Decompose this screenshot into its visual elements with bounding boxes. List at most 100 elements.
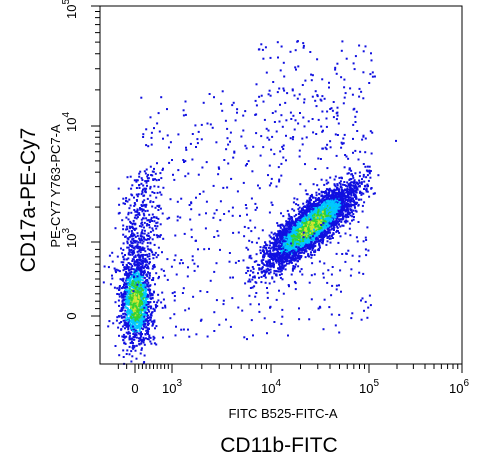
event-dot — [278, 231, 281, 234]
event-dot — [144, 279, 147, 282]
event-dot — [309, 201, 312, 204]
event-dot — [141, 201, 144, 204]
event-dot — [132, 290, 135, 293]
event-dot — [135, 278, 138, 280]
event-dot — [122, 224, 125, 227]
event-dot — [276, 270, 279, 273]
event-dot — [122, 261, 125, 264]
event-dot — [133, 285, 135, 288]
event-dot — [141, 255, 144, 258]
event-dot — [128, 250, 131, 253]
event-dot — [271, 277, 274, 280]
event-dot — [139, 320, 142, 323]
event-dot — [320, 210, 323, 213]
event-dot — [136, 254, 139, 257]
event-dot — [160, 177, 163, 180]
event-dot — [144, 284, 147, 287]
event-dot — [265, 264, 268, 267]
event-dot — [364, 151, 367, 154]
event-dot — [144, 250, 147, 253]
event-dot — [321, 232, 324, 235]
event-dot — [353, 216, 355, 218]
event-dot — [143, 312, 146, 315]
event-dot — [122, 228, 125, 231]
event-dot — [295, 226, 298, 229]
event-dot — [338, 231, 341, 234]
event-dot — [148, 334, 151, 337]
event-dot — [330, 196, 333, 199]
event-dot — [347, 191, 350, 194]
event-dot — [132, 333, 135, 335]
event-dot — [251, 266, 254, 268]
event-dot — [128, 299, 131, 302]
event-dot — [136, 283, 139, 286]
event-dot — [131, 323, 134, 326]
event-dot — [128, 207, 131, 210]
event-dot — [140, 222, 143, 225]
event-dot — [136, 211, 139, 214]
event-dot — [122, 242, 125, 245]
event-dot — [140, 231, 143, 234]
event-dot — [273, 244, 276, 247]
event-dot — [128, 236, 131, 239]
event-dot — [129, 268, 132, 271]
event-dot — [133, 307, 136, 310]
event-dot — [140, 281, 143, 284]
event-dot — [270, 231, 273, 234]
event-dot — [291, 208, 294, 211]
event-dot — [127, 246, 130, 249]
event-dot — [116, 255, 119, 258]
event-dot — [128, 338, 131, 341]
event-dot — [346, 215, 349, 218]
event-dot — [143, 237, 146, 240]
event-dot — [129, 204, 132, 207]
event-dot — [142, 283, 145, 286]
event-dot — [141, 210, 144, 213]
event-dot — [127, 303, 130, 306]
event-dot — [137, 315, 140, 318]
event-dot — [136, 232, 139, 235]
event-dot — [139, 299, 142, 302]
event-dot — [121, 296, 124, 299]
event-dot — [133, 276, 135, 279]
event-dot — [118, 334, 120, 337]
event-dot — [151, 238, 154, 241]
event-dot — [132, 249, 135, 252]
event-dot — [122, 356, 125, 358]
event-dot — [133, 179, 136, 182]
event-dot — [138, 325, 141, 327]
event-dot — [153, 220, 156, 223]
event-dot — [331, 233, 334, 236]
event-dot — [323, 212, 326, 215]
event-dot — [158, 204, 161, 207]
event-dot — [132, 316, 135, 319]
event-dot — [282, 230, 285, 233]
event-dot — [300, 228, 303, 231]
event-dot — [294, 265, 297, 268]
event-dot — [154, 224, 157, 227]
event-dot — [148, 255, 151, 258]
event-dot — [278, 273, 281, 276]
event-dot — [143, 292, 146, 295]
event-dot — [151, 267, 154, 270]
event-dot — [137, 241, 140, 244]
event-dot — [303, 250, 306, 253]
event-dot — [262, 246, 265, 249]
event-dot — [144, 258, 147, 261]
event-dot — [315, 218, 318, 221]
event-dot — [302, 202, 305, 205]
event-dot — [351, 204, 354, 206]
event-dot — [336, 197, 339, 200]
event-dot — [152, 170, 155, 173]
event-dot — [138, 287, 141, 290]
event-dot — [133, 297, 136, 300]
event-dot — [360, 193, 363, 196]
event-dot — [109, 283, 112, 286]
event-dot — [128, 285, 131, 288]
event-dot — [143, 221, 146, 224]
event-dot — [285, 256, 288, 259]
event-dot — [145, 168, 148, 171]
event-dot — [329, 189, 332, 192]
event-dot — [124, 327, 126, 330]
